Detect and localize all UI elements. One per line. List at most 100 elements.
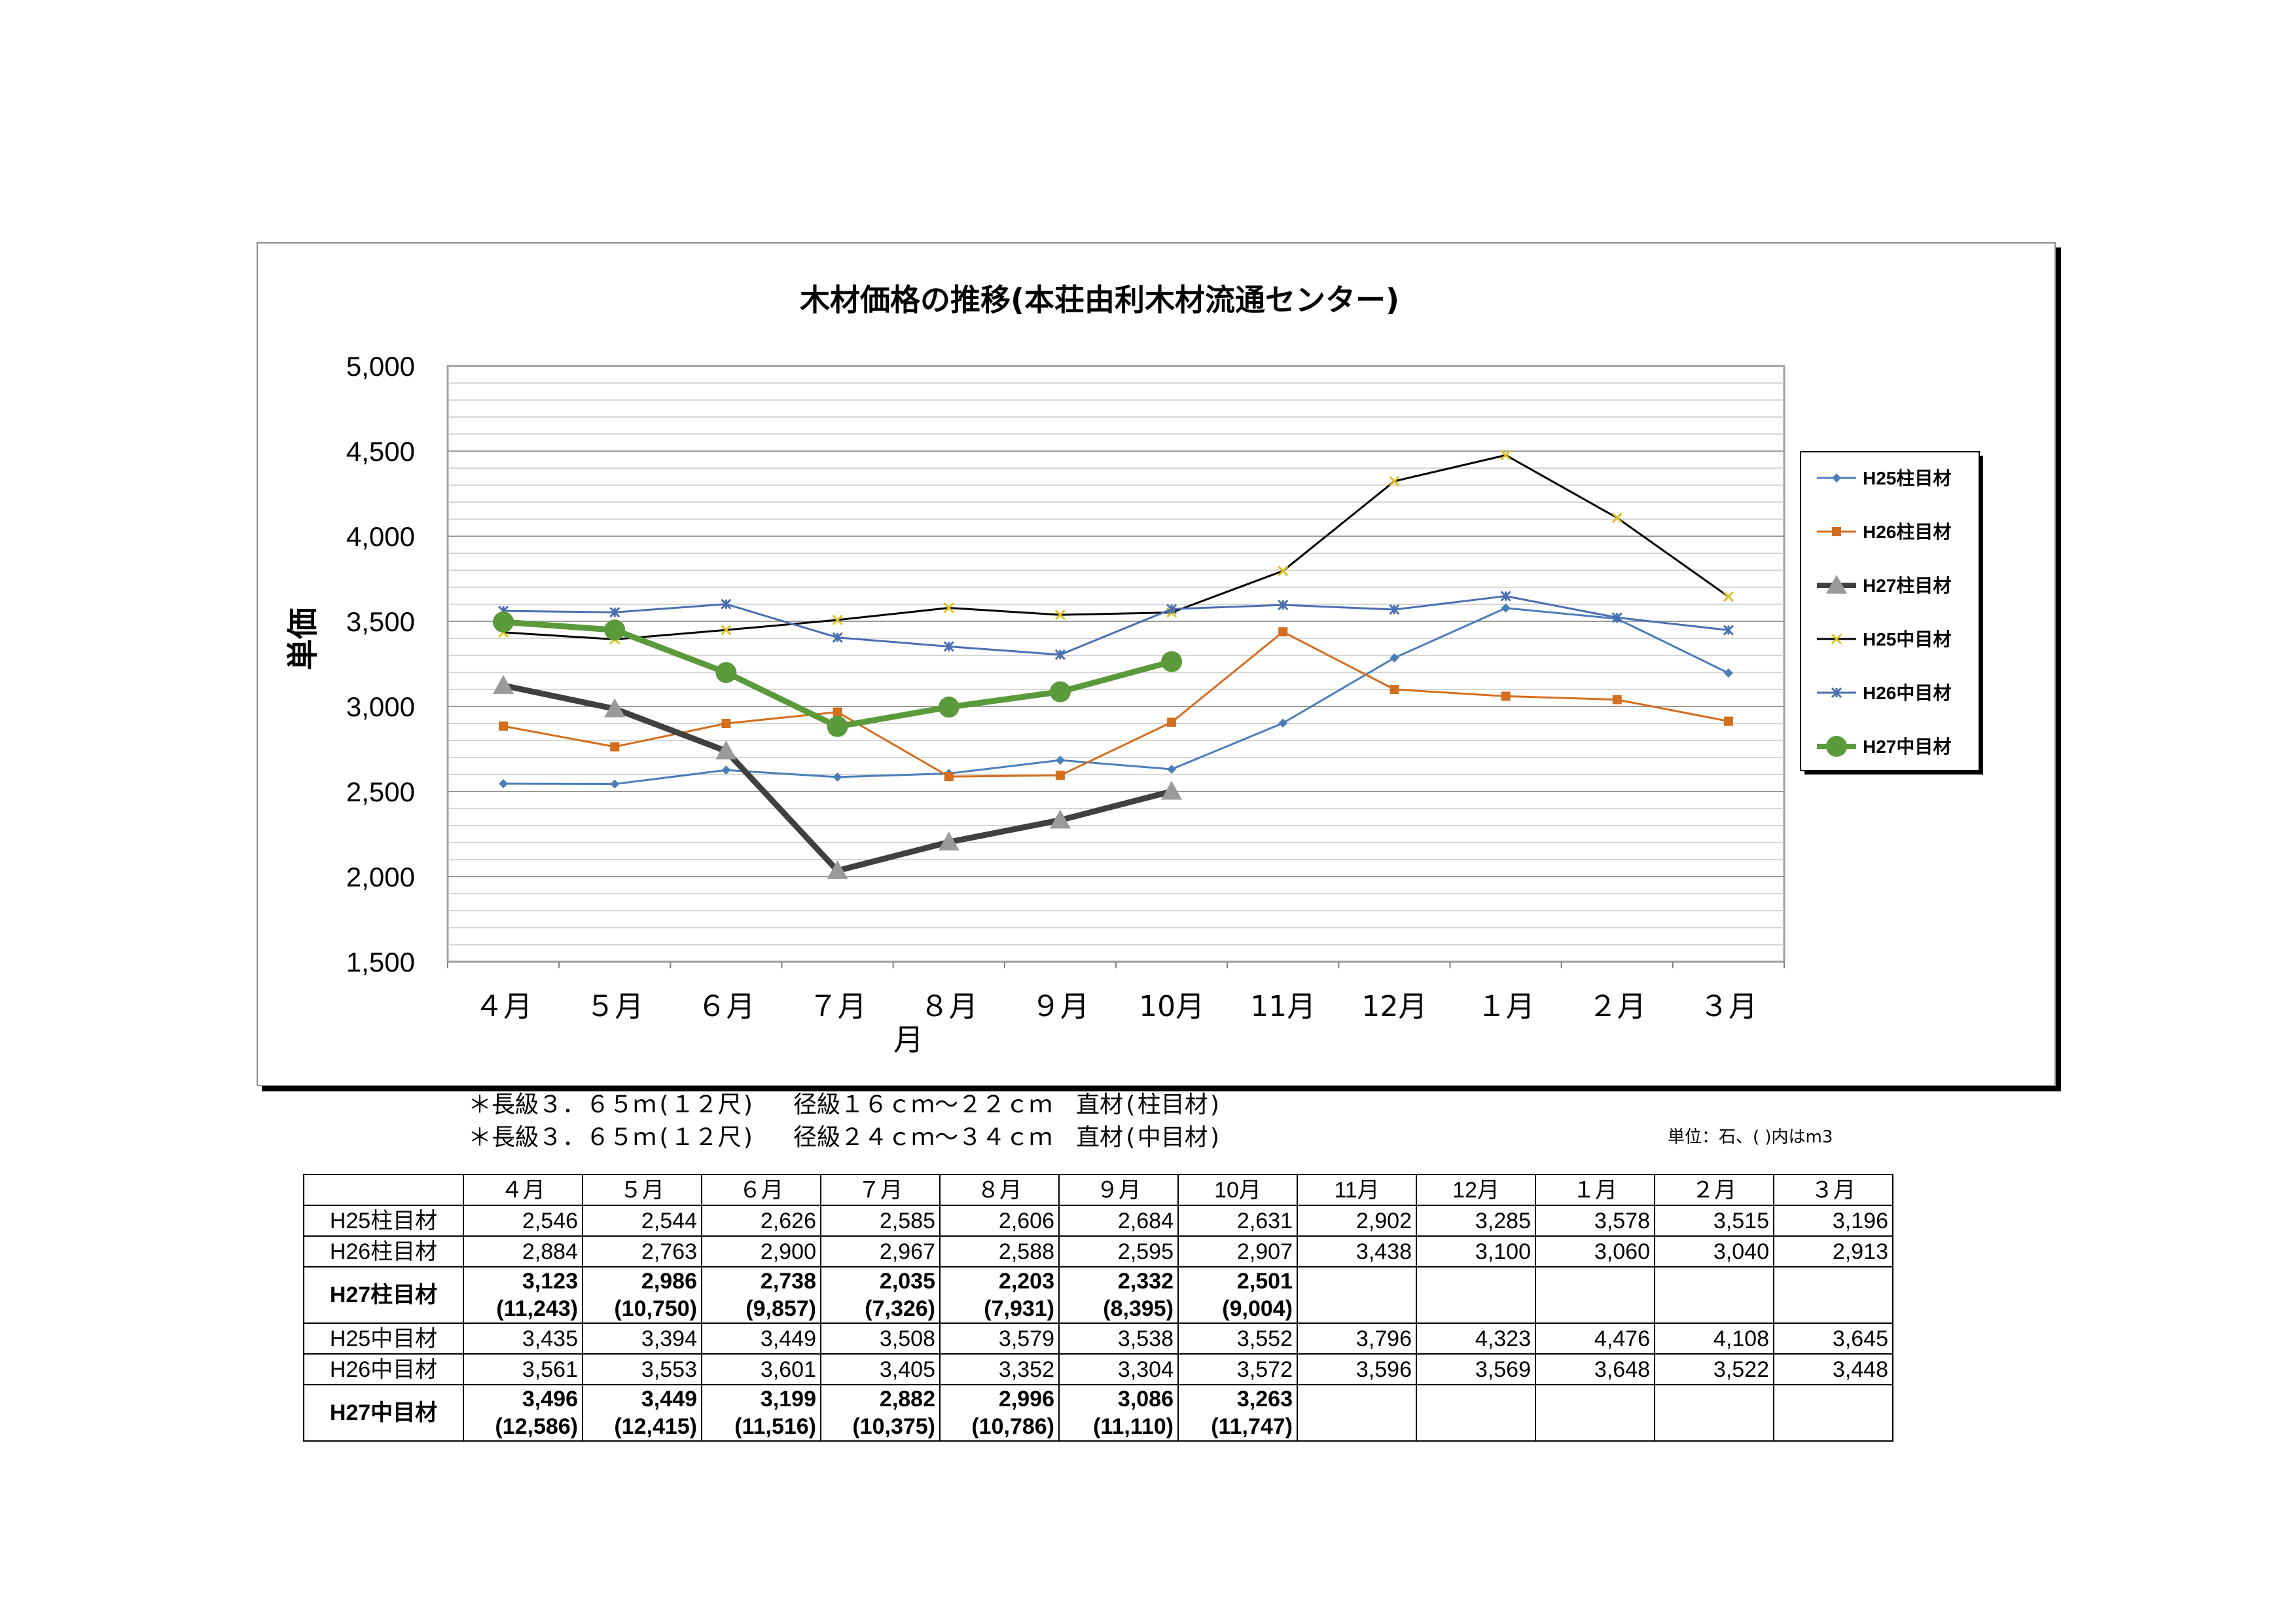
x-tick-label: １月 xyxy=(1477,990,1535,1023)
data-point xyxy=(1611,612,1623,623)
header-cell: ４月 xyxy=(463,1174,583,1206)
price-value xyxy=(1302,1385,1412,1413)
x-tick-label: 12月 xyxy=(1361,990,1427,1023)
value-cell: 3,538 xyxy=(1058,1322,1179,1355)
value-cell xyxy=(1297,1266,1417,1324)
data-point xyxy=(1389,475,1400,487)
row-label: H26中目材 xyxy=(303,1353,464,1385)
series-line xyxy=(503,607,1729,786)
volume-value: (8,395) xyxy=(1103,1296,1174,1321)
data-point xyxy=(721,598,732,610)
data-point xyxy=(1826,736,1847,757)
value-cell: 2,882 (10,375) xyxy=(820,1384,941,1442)
value-cell: 3,572 xyxy=(1177,1353,1298,1385)
value-cell xyxy=(1535,1384,1655,1442)
value-cell: 3,449 xyxy=(701,1322,821,1355)
price-value: 2,986 xyxy=(641,1269,697,1294)
header-cell: ２月 xyxy=(1654,1174,1774,1206)
price-value: 3,199 xyxy=(760,1387,816,1412)
series-H26柱目材 xyxy=(499,627,1733,782)
series-line xyxy=(503,630,1729,778)
header-cell: ３月 xyxy=(1773,1174,1893,1206)
legend-label: H27柱目材 xyxy=(1863,575,1951,596)
price-value: 2,035 xyxy=(879,1269,935,1294)
header-cell: ６月 xyxy=(701,1174,821,1206)
data-point xyxy=(721,625,732,636)
data-point xyxy=(493,611,514,633)
value-cell: 3,601 xyxy=(701,1353,821,1385)
value-cell xyxy=(1654,1266,1774,1324)
y-tick-label: 2,000 xyxy=(346,862,415,892)
value-cell: 4,323 xyxy=(1416,1322,1536,1355)
data-point xyxy=(604,698,626,718)
data-point xyxy=(1161,780,1183,800)
data-point xyxy=(1167,764,1177,774)
data-point xyxy=(610,779,620,789)
value-cell xyxy=(1535,1266,1655,1324)
value-cell: 2,967 xyxy=(820,1235,941,1267)
series-H27中目材 xyxy=(493,611,1183,737)
value-cell: 3,352 xyxy=(939,1353,1060,1385)
table-row: H27柱目材 3,123 (11,243) 2,986 (10,750) 2,738 (9,… xyxy=(303,1266,1893,1324)
value-cell: 3,435 xyxy=(463,1322,583,1355)
value-cell: 2,996 (10,786) xyxy=(939,1384,1060,1442)
value-cell: 3,438 xyxy=(1297,1235,1417,1267)
data-point xyxy=(943,602,954,613)
data-point xyxy=(1723,591,1734,602)
data-point xyxy=(1826,575,1847,594)
value-cell xyxy=(1773,1384,1893,1442)
price-table-body: ４月 ５月 ６月 ７月 ８月 ９月 10月 11月 12月 １月 ２月 ３月 H25柱目材 2,546 2,… xyxy=(303,1174,1893,1442)
header-cell: 12月 xyxy=(1416,1174,1536,1206)
series-line xyxy=(503,454,1729,641)
volume-value: (7,931) xyxy=(984,1296,1054,1321)
table-row: H26柱目材 2,884 2,763 2,900 2,967 2,588 2,595 2,90… xyxy=(303,1235,1893,1267)
data-point xyxy=(610,742,620,752)
header-cell: 10月 xyxy=(1177,1174,1298,1206)
value-cell: 3,040 xyxy=(1654,1235,1774,1267)
data-point xyxy=(1832,473,1841,483)
price-value: 2,203 xyxy=(998,1269,1054,1294)
volume-value: (12,586) xyxy=(495,1414,578,1439)
value-cell: 2,544 xyxy=(582,1205,702,1237)
data-point xyxy=(1611,512,1623,523)
data-point xyxy=(1500,450,1511,461)
value-cell: 3,285 xyxy=(1416,1205,1536,1237)
data-point xyxy=(1278,718,1288,728)
volume-value xyxy=(1659,1413,1769,1440)
value-cell: 2,626 xyxy=(701,1205,821,1237)
volume-value xyxy=(1540,1413,1650,1440)
header-cell: 11月 xyxy=(1297,1174,1417,1206)
volume-value: (9,004) xyxy=(1222,1296,1293,1321)
volume-value xyxy=(1778,1413,1888,1440)
data-point xyxy=(1167,718,1177,727)
volume-value xyxy=(1659,1295,1769,1322)
table-header-row: ４月 ５月 ６月 ７月 ８月 ９月 10月 11月 12月 １月 ２月 ３月 xyxy=(303,1174,1893,1206)
volume-value: (11,243) xyxy=(496,1296,578,1321)
value-cell: 3,496 (12,586) xyxy=(463,1384,583,1442)
price-value xyxy=(1421,1267,1531,1295)
data-point xyxy=(721,765,731,775)
value-cell: 3,596 xyxy=(1297,1353,1417,1385)
value-cell xyxy=(1297,1384,1417,1442)
data-point xyxy=(1390,653,1399,663)
header-cell: ５月 xyxy=(582,1174,702,1206)
data-point xyxy=(1049,809,1071,829)
price-value: 3,263 xyxy=(1236,1387,1293,1412)
value-cell: 2,035 (7,326) xyxy=(820,1266,941,1324)
value-cell: 3,405 xyxy=(820,1353,941,1385)
x-tick-label: ４月 xyxy=(475,990,532,1023)
x-axis-title: 月 xyxy=(893,1022,924,1057)
data-point xyxy=(1723,668,1733,678)
data-point xyxy=(944,772,954,782)
data-point xyxy=(833,707,842,717)
value-cell: 2,332 (8,395) xyxy=(1058,1266,1179,1324)
value-cell: 3,522 xyxy=(1654,1353,1774,1385)
row-label: H27中目材 xyxy=(303,1384,464,1442)
data-point xyxy=(1055,756,1065,765)
price-value xyxy=(1778,1385,1888,1413)
value-cell: 3,449 (12,415) xyxy=(582,1384,702,1442)
header-cell: ９月 xyxy=(1058,1174,1179,1206)
legend-item: H27中目材 xyxy=(1817,736,1951,757)
volume-value: (10,750) xyxy=(614,1296,697,1321)
value-cell: 2,884 xyxy=(463,1235,583,1267)
